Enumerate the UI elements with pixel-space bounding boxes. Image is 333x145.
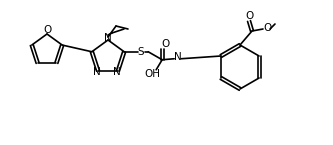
Text: OH: OH: [144, 69, 160, 79]
Text: N: N: [113, 67, 121, 77]
Text: O: O: [263, 23, 271, 33]
Text: O: O: [245, 11, 253, 21]
Text: O: O: [161, 39, 169, 49]
Text: S: S: [138, 47, 145, 57]
Text: O: O: [44, 25, 52, 35]
Text: N: N: [104, 33, 112, 43]
Text: N: N: [174, 52, 182, 62]
Text: N: N: [93, 67, 101, 77]
